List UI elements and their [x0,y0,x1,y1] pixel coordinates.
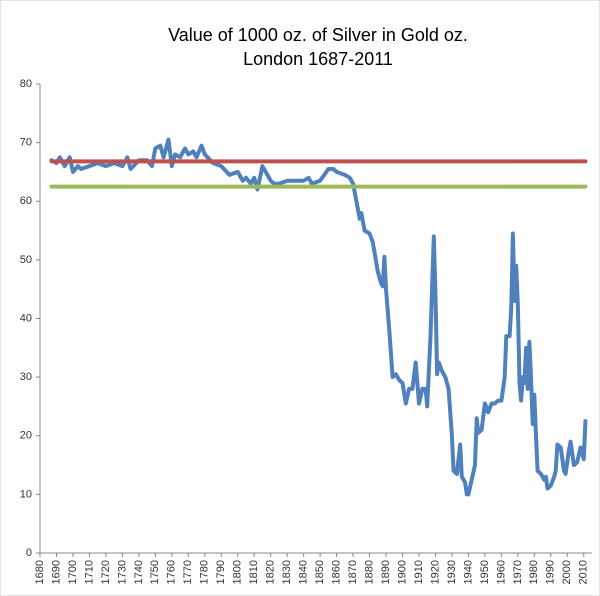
x-tick-label: 1840 [298,560,310,584]
x-tick-label: 1700 [67,560,79,584]
x-tick-label: 1970 [512,560,524,584]
x-tick-label: 1730 [116,560,128,584]
x-tick-label: 1960 [495,560,507,584]
chart-title: Value of 1000 oz. of Silver in Gold oz. [168,25,468,45]
x-tick-label: 1980 [528,560,540,584]
x-tick-label: 2000 [561,560,573,584]
x-tick-label: 1760 [166,560,178,584]
x-tick-label: 2010 [578,560,590,584]
x-tick-label: 1710 [83,560,95,584]
x-tick-label: 1920 [429,560,441,584]
y-tick-label: 40 [20,312,32,324]
x-tick-label: 1820 [265,560,277,584]
x-tick-label: 1780 [199,560,211,584]
x-tick-label: 1940 [462,560,474,584]
y-tick-label: 0 [26,547,32,559]
x-tick-label: 1790 [215,560,227,584]
x-tick-label: 1770 [182,560,194,584]
x-tick-label: 1690 [50,560,62,584]
x-tick-label: 1860 [331,560,343,584]
x-tick-label: 1890 [380,560,392,584]
x-tick-label: 1750 [149,560,161,584]
x-tick-label: 1800 [232,560,244,584]
y-tick-label: 80 [20,78,32,90]
y-tick-label: 10 [20,488,32,500]
x-tick-label: 1870 [347,560,359,584]
x-tick-label: 1900 [396,560,408,584]
data-line [49,137,588,497]
x-tick-label: 1850 [314,560,326,584]
x-tick-label: 1810 [248,560,260,584]
x-tick-label: 1740 [133,560,145,584]
y-tick-label: 30 [20,371,32,383]
y-tick-label: 20 [20,430,32,442]
x-tick-label: 1830 [281,560,293,584]
x-tick-label: 1680 [34,560,46,584]
x-tick-label: 1720 [100,560,112,584]
x-tick-label: 1990 [545,560,557,584]
x-tick-label: 1910 [413,560,425,584]
x-tick-label: 1880 [363,560,375,584]
x-tick-label: 1950 [479,560,491,584]
y-tick-label: 70 [20,137,32,149]
y-tick-label: 60 [20,195,32,207]
y-tick-label: 50 [20,254,32,266]
x-tick-label: 1930 [446,560,458,584]
chart-subtitle: London 1687-2011 [243,49,393,69]
